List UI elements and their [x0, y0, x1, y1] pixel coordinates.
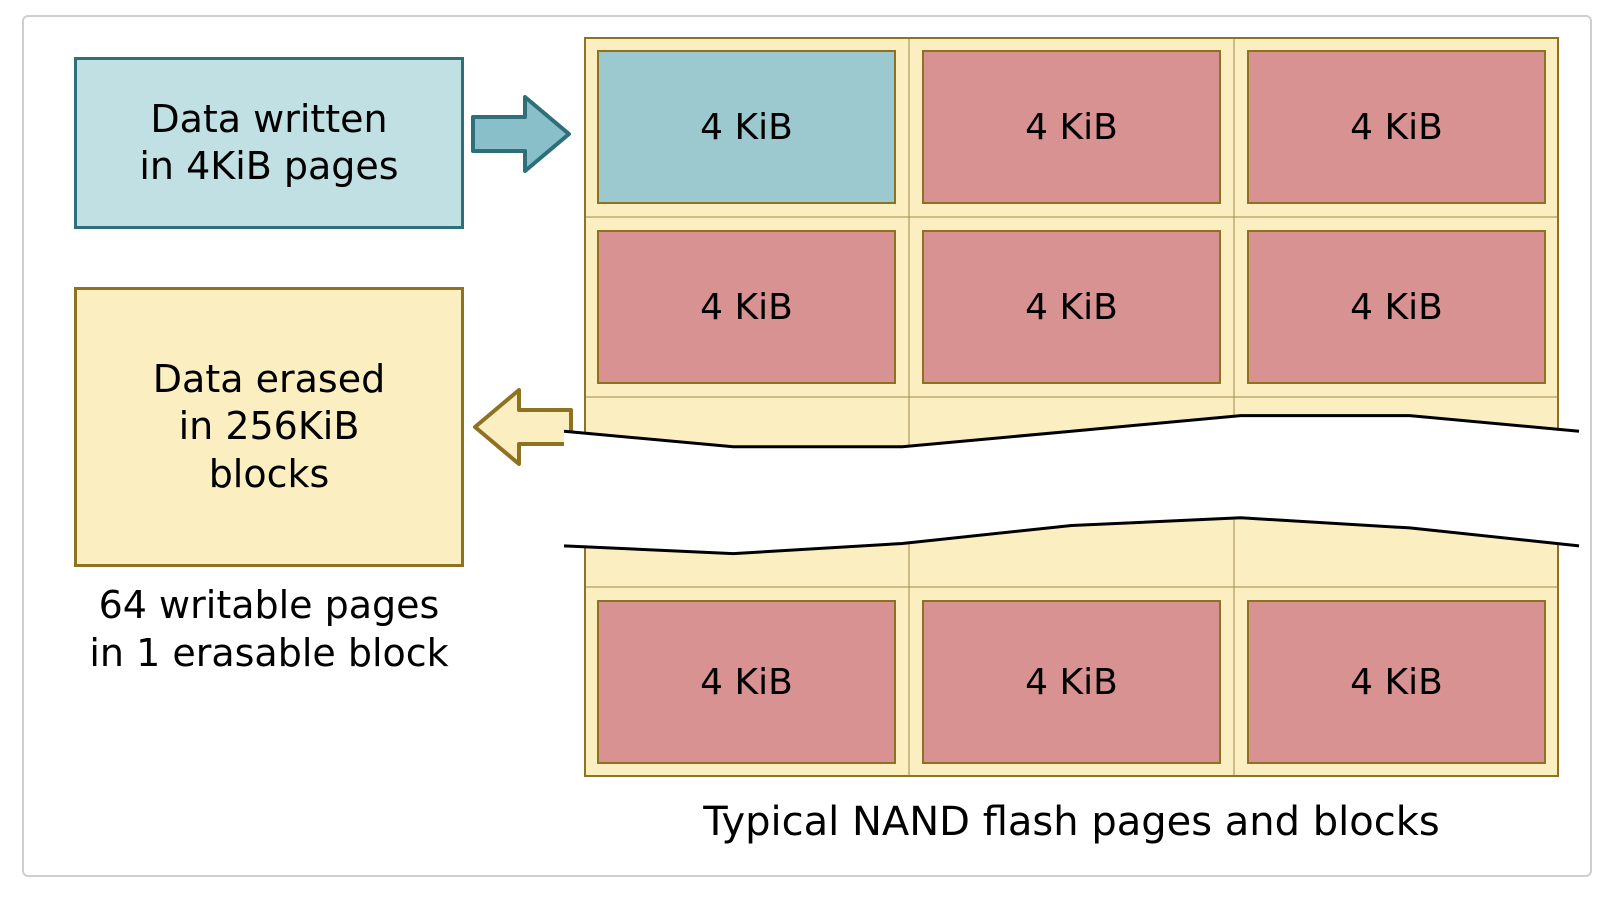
- arrow-left-icon: [469, 382, 575, 472]
- nand-page-label: 4 KiB: [1248, 231, 1545, 383]
- nand-page-label: 4 KiB: [923, 51, 1220, 203]
- erase-box-line2: in 256KiB: [153, 403, 385, 451]
- diagram-canvas: Data written in 4KiB pages Data erased i…: [0, 0, 1614, 904]
- caption-text: Typical NAND flash pages and blocks: [703, 799, 1439, 845]
- erase-caption-line1: 64 writable pages: [69, 582, 469, 630]
- erase-caption-line2: in 1 erasable block: [69, 630, 469, 678]
- arrow-right-icon: [469, 89, 575, 179]
- nand-page-label: 4 KiB: [923, 231, 1220, 383]
- erase-caption: 64 writable pages in 1 erasable block: [69, 582, 469, 677]
- erase-box-line3: blocks: [153, 451, 385, 499]
- diagram-frame: Data written in 4KiB pages Data erased i…: [22, 15, 1592, 877]
- nand-page-label: 4 KiB: [598, 51, 895, 203]
- nand-page-label: 4 KiB: [1248, 601, 1545, 763]
- write-box-line2: in 4KiB pages: [139, 143, 398, 191]
- diagram-caption: Typical NAND flash pages and blocks: [584, 797, 1559, 847]
- erase-block-box: Data erased in 256KiB blocks: [74, 287, 464, 567]
- nand-block: 4 KiB4 KiB4 KiB4 KiB4 KiB4 KiB4 KiB4 KiB…: [584, 37, 1559, 777]
- write-page-box: Data written in 4KiB pages: [74, 57, 464, 229]
- nand-page-label: 4 KiB: [598, 231, 895, 383]
- write-box-line1: Data written: [139, 96, 398, 144]
- nand-page-label: 4 KiB: [1248, 51, 1545, 203]
- nand-page-label: 4 KiB: [923, 601, 1220, 763]
- nand-page-label: 4 KiB: [598, 601, 895, 763]
- erase-box-line1: Data erased: [153, 356, 385, 404]
